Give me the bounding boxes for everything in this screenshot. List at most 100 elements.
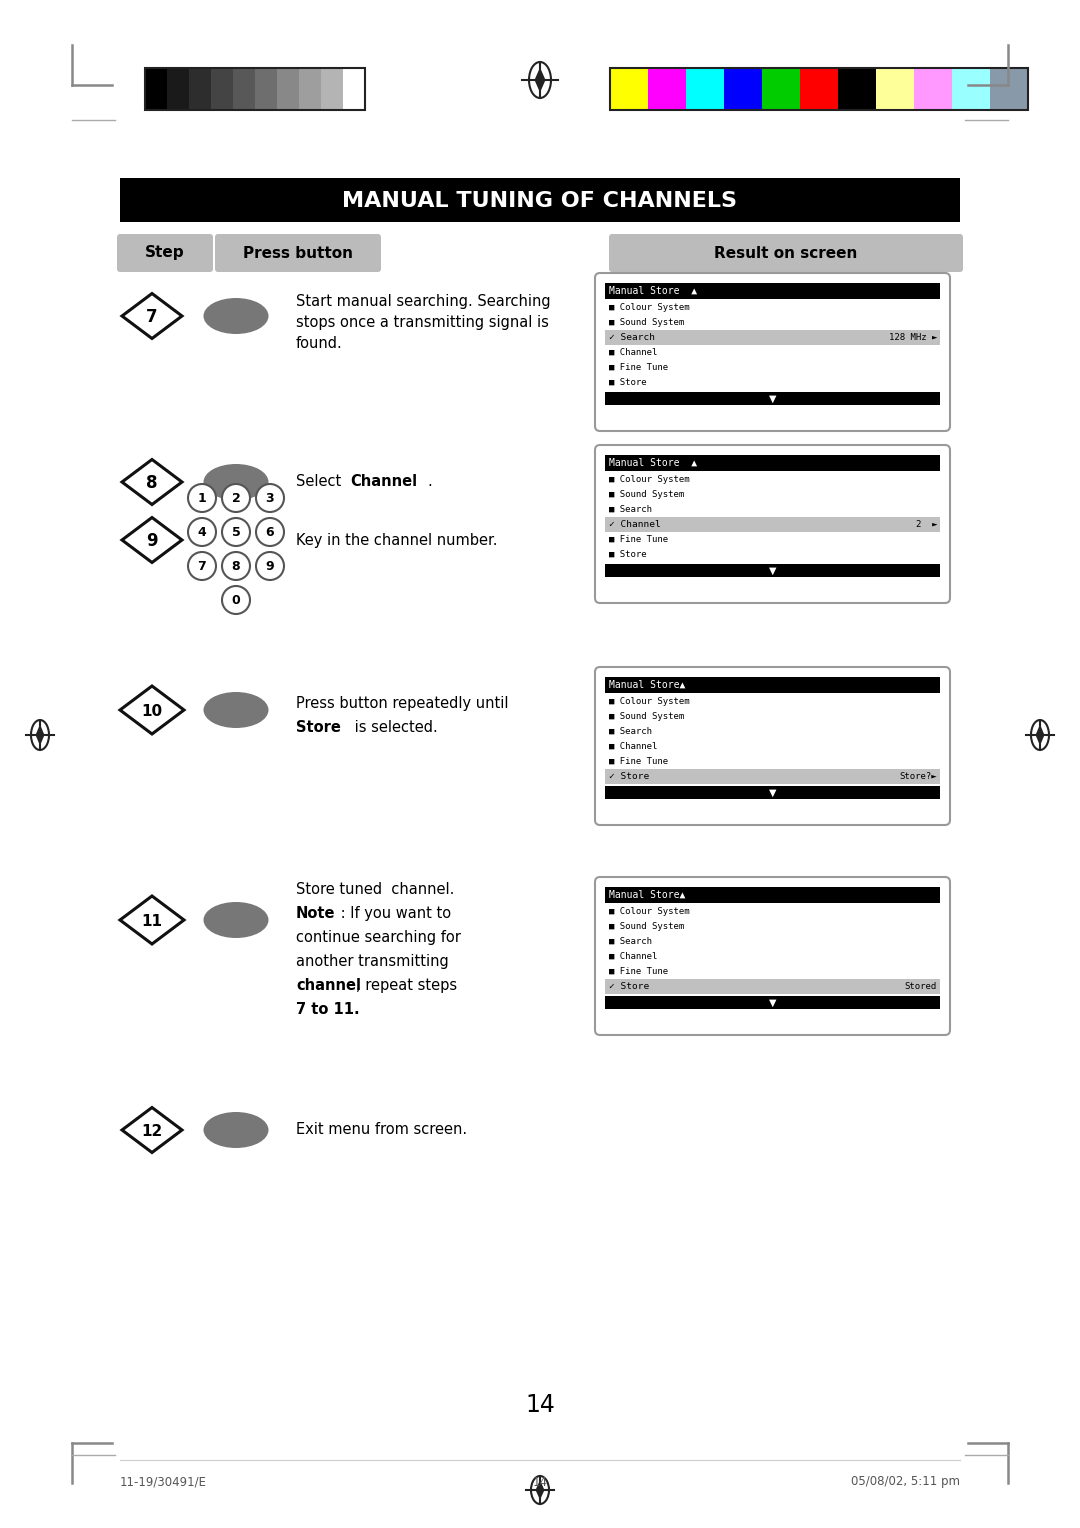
Text: ✓ Store: ✓ Store — [609, 772, 649, 781]
Polygon shape — [120, 686, 184, 733]
Text: 9: 9 — [146, 532, 158, 550]
Bar — [321, 69, 343, 110]
Text: continue searching for: continue searching for — [296, 931, 461, 944]
Bar — [648, 69, 686, 110]
Text: 11: 11 — [141, 914, 162, 929]
Polygon shape — [120, 895, 184, 944]
Text: 8: 8 — [232, 561, 241, 573]
Text: ■ Fine Tune: ■ Fine Tune — [609, 756, 669, 766]
Bar — [233, 69, 255, 110]
Text: ▼: ▼ — [769, 998, 777, 1007]
Bar — [800, 69, 838, 110]
Bar — [990, 69, 1028, 110]
Text: ■ Store: ■ Store — [609, 377, 647, 387]
Text: 7 to 11.: 7 to 11. — [296, 1002, 360, 1018]
Polygon shape — [36, 724, 44, 746]
Bar — [605, 393, 940, 405]
Text: ■ Colour System: ■ Colour System — [609, 475, 690, 484]
Bar — [686, 69, 724, 110]
Bar — [120, 177, 960, 222]
Text: Step: Step — [145, 246, 185, 260]
Circle shape — [222, 518, 249, 545]
Text: ■ Search: ■ Search — [609, 937, 652, 946]
Polygon shape — [1036, 724, 1044, 746]
Bar — [605, 677, 940, 694]
FancyBboxPatch shape — [595, 668, 950, 825]
Text: Select: Select — [296, 475, 346, 489]
Text: 3: 3 — [266, 492, 274, 506]
Text: ■ Colour System: ■ Colour System — [609, 303, 690, 312]
Bar — [605, 455, 940, 471]
Ellipse shape — [203, 1112, 269, 1148]
Text: ■ Channel: ■ Channel — [609, 743, 658, 750]
Text: 2: 2 — [231, 492, 241, 506]
Ellipse shape — [203, 298, 269, 335]
Text: 9: 9 — [266, 561, 274, 573]
Text: Store: Store — [296, 720, 341, 735]
Bar — [189, 69, 211, 110]
Circle shape — [256, 518, 284, 545]
Text: : If you want to: : If you want to — [336, 906, 451, 921]
Bar — [299, 69, 321, 110]
Circle shape — [256, 552, 284, 581]
Text: Exit menu from screen.: Exit menu from screen. — [296, 1123, 468, 1137]
Text: 5: 5 — [231, 527, 241, 539]
Bar — [605, 979, 940, 995]
Text: ■ Fine Tune: ■ Fine Tune — [609, 967, 669, 976]
FancyBboxPatch shape — [609, 234, 963, 272]
Circle shape — [222, 552, 249, 581]
Text: 14: 14 — [532, 1476, 548, 1488]
Text: ■ Sound System: ■ Sound System — [609, 921, 685, 931]
Text: ✓ Channel: ✓ Channel — [609, 520, 661, 529]
Text: channel: channel — [296, 978, 361, 993]
Bar — [951, 69, 990, 110]
Text: Manual Store▲: Manual Store▲ — [609, 889, 686, 900]
FancyBboxPatch shape — [117, 234, 213, 272]
Bar — [762, 69, 800, 110]
Bar — [276, 69, 299, 110]
Text: ■ Search: ■ Search — [609, 504, 652, 513]
Bar — [145, 69, 365, 110]
Text: MANUAL TUNING OF CHANNELS: MANUAL TUNING OF CHANNELS — [342, 191, 738, 211]
FancyBboxPatch shape — [595, 274, 950, 431]
Text: Channel: Channel — [350, 475, 417, 489]
Text: 14: 14 — [525, 1394, 555, 1416]
Text: ✓ Search: ✓ Search — [609, 333, 654, 342]
Ellipse shape — [203, 692, 269, 727]
Text: 4: 4 — [198, 527, 206, 539]
Text: ■ Sound System: ■ Sound System — [609, 318, 685, 327]
Text: 12: 12 — [141, 1123, 163, 1138]
Text: 7: 7 — [146, 309, 158, 325]
Text: ■ Store: ■ Store — [609, 550, 647, 559]
Text: Key in the channel number.: Key in the channel number. — [296, 532, 498, 547]
Text: 7: 7 — [198, 561, 206, 573]
Text: Start manual searching. Searching
stops once a transmitting signal is
found.: Start manual searching. Searching stops … — [296, 293, 551, 351]
Circle shape — [222, 587, 249, 614]
Polygon shape — [122, 518, 183, 562]
Bar — [145, 69, 167, 110]
Text: 11-19/30491/E: 11-19/30491/E — [120, 1476, 207, 1488]
Text: Store?►: Store?► — [900, 772, 937, 781]
Text: ▼: ▼ — [769, 394, 777, 403]
Ellipse shape — [203, 465, 269, 500]
Text: ■ Colour System: ■ Colour System — [609, 697, 690, 706]
Text: 6: 6 — [266, 527, 274, 539]
Text: 0: 0 — [231, 594, 241, 608]
Bar — [838, 69, 876, 110]
Bar — [605, 785, 940, 799]
Bar — [605, 516, 940, 532]
Ellipse shape — [203, 902, 269, 938]
Polygon shape — [535, 67, 545, 93]
Bar — [167, 69, 189, 110]
Polygon shape — [536, 1481, 544, 1500]
Text: another transmitting: another transmitting — [296, 953, 449, 969]
Bar — [605, 283, 940, 299]
Text: Manual Store  ▲: Manual Store ▲ — [609, 458, 697, 468]
Bar — [876, 69, 914, 110]
Bar — [914, 69, 951, 110]
Text: ▼: ▼ — [769, 565, 777, 576]
Bar — [255, 69, 276, 110]
Polygon shape — [122, 293, 183, 339]
Text: 128 MHz ►: 128 MHz ► — [889, 333, 937, 342]
Text: , repeat steps: , repeat steps — [356, 978, 457, 993]
